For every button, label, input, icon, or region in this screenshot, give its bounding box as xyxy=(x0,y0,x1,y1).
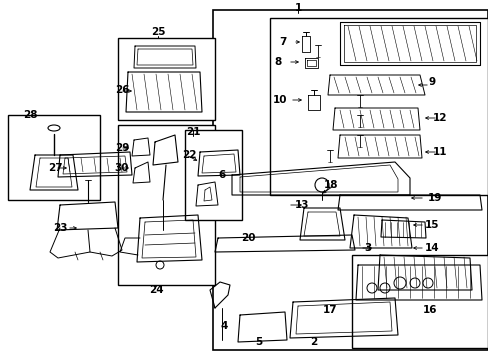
Text: 9: 9 xyxy=(427,77,435,87)
Circle shape xyxy=(314,178,328,192)
Text: 6: 6 xyxy=(218,170,225,180)
Bar xyxy=(184,130,242,220)
Text: 25: 25 xyxy=(150,27,165,37)
Text: 22: 22 xyxy=(182,150,196,160)
Text: 14: 14 xyxy=(424,243,438,253)
Bar xyxy=(118,125,215,285)
Text: 17: 17 xyxy=(322,305,337,315)
Text: 2: 2 xyxy=(310,337,317,347)
Text: 29: 29 xyxy=(115,143,129,153)
Bar xyxy=(8,115,100,200)
Circle shape xyxy=(379,283,389,293)
Text: 26: 26 xyxy=(115,85,129,95)
Text: 11: 11 xyxy=(432,147,447,157)
Text: 1: 1 xyxy=(294,3,301,13)
Circle shape xyxy=(409,278,419,288)
Circle shape xyxy=(393,277,405,289)
Text: 15: 15 xyxy=(424,220,438,230)
Text: 28: 28 xyxy=(23,110,37,120)
Text: 5: 5 xyxy=(255,337,262,347)
Text: 16: 16 xyxy=(422,305,436,315)
Text: 12: 12 xyxy=(432,113,447,123)
Text: 27: 27 xyxy=(48,163,62,173)
Text: 13: 13 xyxy=(294,200,308,210)
Text: 30: 30 xyxy=(115,163,129,173)
Text: 18: 18 xyxy=(323,180,338,190)
Circle shape xyxy=(156,261,163,269)
Text: 19: 19 xyxy=(427,193,441,203)
Text: 24: 24 xyxy=(148,285,163,295)
Text: 20: 20 xyxy=(240,233,255,243)
Text: 3: 3 xyxy=(364,243,371,253)
Bar xyxy=(118,38,215,120)
Text: 8: 8 xyxy=(274,57,281,67)
Ellipse shape xyxy=(48,125,60,131)
Bar xyxy=(269,18,487,195)
Text: 7: 7 xyxy=(279,37,286,47)
Text: 21: 21 xyxy=(185,127,200,137)
Circle shape xyxy=(366,283,376,293)
Bar xyxy=(351,255,487,348)
Text: 23: 23 xyxy=(53,223,67,233)
Text: 10: 10 xyxy=(272,95,286,105)
Circle shape xyxy=(422,278,432,288)
Bar xyxy=(213,10,487,350)
Text: 4: 4 xyxy=(220,321,227,331)
